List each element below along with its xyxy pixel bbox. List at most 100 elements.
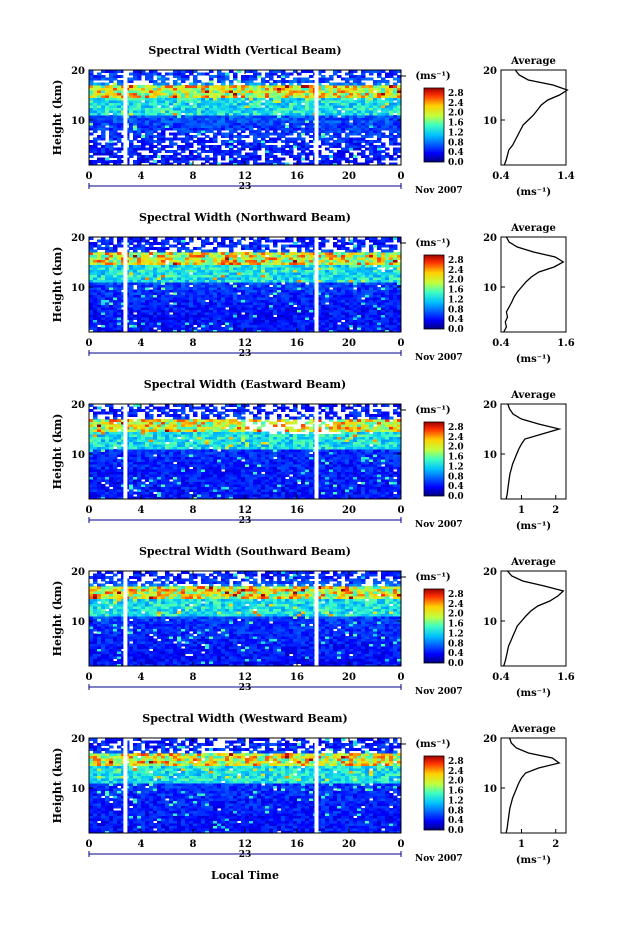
heatmap-cell: [141, 262, 146, 265]
heatmap-cell: [153, 259, 158, 263]
heatmap-cell: [209, 105, 214, 108]
heatmap-cell: [345, 277, 350, 280]
heatmap-cell: [137, 105, 142, 108]
heatmap-cell: [273, 130, 278, 133]
heatmap-cell: [249, 122, 254, 126]
heatmap-cell: [377, 95, 382, 98]
heatmap-cell: [237, 282, 242, 285]
heatmap-cell: [257, 299, 262, 303]
heatmap-cell: [285, 277, 290, 280]
heatmap-cell: [325, 132, 330, 136]
heatmap-cell: [101, 160, 106, 163]
heatmap-cell: [317, 312, 322, 315]
heatmap-cell: [297, 314, 302, 318]
heatmap-cell: [301, 107, 306, 111]
heatmap-cell: [353, 279, 358, 283]
heatmap-cell: [245, 267, 250, 270]
heatmap-cell: [169, 269, 174, 273]
heatmap-cell: [293, 70, 298, 73]
heatmap-cell: [333, 277, 338, 280]
heatmap-cell: [261, 317, 266, 320]
heatmap-cell: [121, 257, 126, 260]
heatmap-cell: [221, 85, 226, 88]
heatmap-cell: [97, 304, 102, 308]
heatmap-cell: [189, 97, 194, 101]
heatmap-cell: [377, 264, 382, 268]
heatmap-cell: [265, 287, 270, 290]
heatmap-cell: [205, 307, 210, 310]
heatmap-cell: [141, 147, 146, 151]
heatmap-cell: [137, 135, 142, 138]
heatmap-cell: [345, 100, 350, 103]
heatmap-cell: [221, 120, 226, 123]
heatmap-cell: [185, 309, 190, 313]
heatmap-cell: [129, 314, 134, 318]
heatmap-cell: [325, 277, 330, 280]
heatmap-cell: [389, 155, 394, 158]
heatmap-cell: [357, 97, 362, 101]
heatmap-cell: [373, 262, 378, 265]
heatmap-cell: [325, 249, 330, 253]
heatmap-cell: [281, 309, 286, 313]
heatmap-cell: [141, 145, 146, 148]
heatmap-cell: [353, 87, 358, 91]
heatmap-cell: [389, 122, 394, 126]
heatmap-cell: [293, 324, 298, 328]
heatmap-cell: [245, 257, 250, 260]
heatmap-cell: [281, 257, 286, 260]
heatmap-cell: [373, 294, 378, 298]
heatmap-cell: [101, 112, 106, 116]
x-tick-label: 0: [86, 171, 93, 182]
heatmap-cell: [93, 122, 98, 126]
heatmap-cell: [145, 259, 150, 263]
heatmap-cell: [161, 130, 166, 133]
heatmap-cell: [393, 327, 398, 330]
heatmap-cell: [333, 100, 338, 103]
heatmap-cell: [145, 252, 150, 255]
heatmap-cell: [121, 279, 126, 283]
heatmap-cell: [93, 312, 98, 315]
heatmap-cell: [233, 284, 238, 288]
heatmap-cell: [161, 247, 166, 250]
heatmap-cell: [113, 72, 118, 76]
heatmap-cell: [241, 319, 246, 323]
heatmap-cell: [285, 302, 290, 305]
heatmap-cell: [205, 160, 210, 163]
heatmap-cell: [325, 262, 330, 265]
heatmap-cell: [137, 120, 142, 123]
heatmap-cell: [245, 302, 250, 305]
heatmap-cell: [97, 107, 102, 111]
heatmap-cell: [361, 267, 366, 270]
heatmap-cell: [293, 259, 298, 263]
heatmap-cell: [93, 92, 98, 96]
heatmap-cell: [185, 117, 190, 121]
heatmap-cell: [237, 137, 242, 141]
heatmap-cell: [261, 140, 266, 143]
heatmap-cell: [117, 147, 122, 151]
heatmap-cell: [317, 274, 322, 278]
heatmap-cell: [229, 274, 234, 278]
heatmap-cell: [121, 120, 126, 123]
heatmap-cell: [389, 70, 394, 73]
heatmap-cell: [153, 277, 158, 280]
heatmap-cell: [253, 155, 258, 158]
heatmap-cell: [357, 130, 362, 133]
heatmap-cell: [273, 294, 278, 298]
heatmap-cell: [189, 249, 194, 253]
heatmap-cell: [293, 327, 298, 330]
heatmap-cell: [261, 127, 266, 131]
heatmap-cell: [225, 299, 230, 303]
heatmap-cell: [253, 277, 258, 280]
heatmap-cell: [97, 125, 102, 128]
heatmap-cell: [181, 132, 186, 136]
heatmap-cell: [269, 160, 274, 163]
heatmap-cell: [225, 115, 230, 118]
heatmap-cell: [273, 147, 278, 151]
heatmap-cell: [117, 95, 122, 98]
heatmap-cell: [189, 254, 194, 258]
heatmap-cell: [117, 162, 122, 166]
heatmap-cell: [189, 279, 194, 283]
heatmap-cell: [353, 262, 358, 265]
heatmap-cell: [157, 297, 162, 300]
heatmap-cell: [105, 259, 110, 263]
